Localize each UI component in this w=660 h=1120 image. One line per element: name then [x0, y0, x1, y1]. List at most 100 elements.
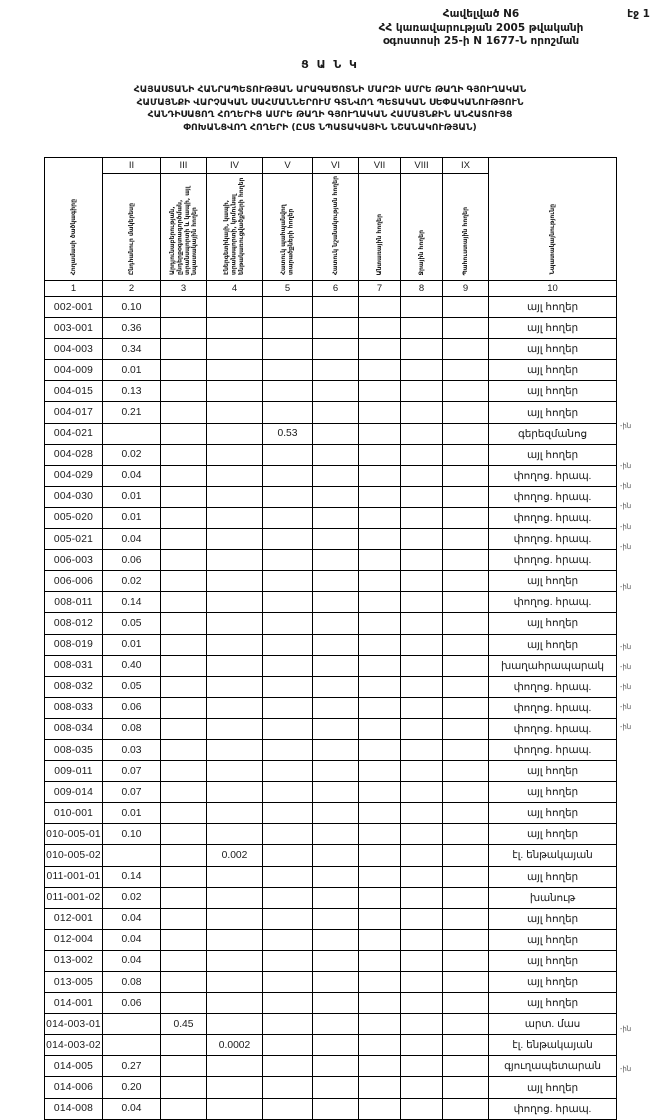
cell-total-area: 0.01 [102, 802, 161, 825]
margin-note [620, 739, 660, 759]
cell-industry [160, 612, 207, 635]
cell-parcel-code: 005-020 [44, 506, 103, 530]
cell-protected [262, 570, 313, 593]
cell-industry [160, 359, 207, 382]
cell-protected [262, 802, 313, 825]
cell-water [400, 591, 443, 614]
cell-parcel-code: 011-001-01 [44, 865, 103, 888]
cell-purpose: փողոց. հրապ. [488, 696, 617, 719]
cell-industry [160, 1055, 207, 1078]
cell-forest [358, 612, 401, 635]
margin-note [620, 980, 660, 1000]
margin-note [620, 879, 660, 899]
cell-purpose: փողոց. հրապ. [488, 591, 617, 614]
cell-purpose: այլ հողեր [488, 823, 617, 846]
cell-purpose: այլ հողեր [488, 401, 617, 424]
header-line-2: ՀՀ կառավարության 2005 թվականի [378, 21, 584, 34]
table-body: 002-001 0.10 այլ հողեր 003-001 0.36 այլ հողեր… [44, 295, 617, 1120]
table-row: 014-006 0.20 այլ հողեր [44, 1076, 617, 1099]
margin-note: -ին [620, 704, 632, 712]
table-row: 011-001-01 0.14 այլ հողեր [44, 865, 617, 888]
cell-total-area: 0.04 [102, 528, 161, 551]
margin-note [620, 1000, 660, 1020]
cell-water [400, 317, 443, 340]
cell-purpose: այլ հողեր [488, 970, 617, 994]
cell-energy [206, 675, 263, 698]
cell-energy [206, 633, 263, 656]
cell-forest [358, 1097, 401, 1120]
cell-purpose: փողոց. հրապ. [488, 1097, 617, 1120]
cell-reserve [442, 717, 489, 740]
cell-protected [262, 443, 313, 466]
cell-special [312, 485, 359, 508]
numhdr-3: 3 [160, 280, 207, 297]
cell-special [312, 591, 359, 614]
cell-energy [206, 464, 263, 487]
cell-energy [206, 549, 263, 572]
table-row: 004-021 0.53 գերեզմանոց [44, 422, 617, 445]
margin-note [620, 297, 660, 317]
cell-protected [262, 338, 313, 361]
cell-reserve [442, 422, 489, 445]
cell-protected [262, 928, 313, 951]
header-label-energy: Էներգետիկայի, կապի, տրանսպորտի, կոմունալ… [223, 177, 246, 275]
margin-note [620, 799, 660, 819]
margin-note [620, 940, 660, 960]
cell-special [312, 317, 359, 340]
cell-protected [262, 844, 313, 867]
cell-forest [358, 591, 401, 614]
cell-reserve [442, 506, 489, 530]
cell-total-area: 0.03 [102, 738, 161, 762]
cell-special [312, 380, 359, 403]
cell-protected [262, 949, 313, 973]
cell-energy [206, 738, 263, 762]
roman-numeral-header-row: II III IV V VI VII VIII IX [44, 157, 617, 174]
cell-special [312, 506, 359, 530]
cell-parcel-code: 014-006 [44, 1076, 103, 1099]
cell-reserve [442, 844, 489, 867]
cell-protected [262, 464, 313, 487]
cell-forest [358, 295, 401, 319]
cell-purpose: փողոց. հրապ. [488, 528, 617, 551]
cell-special [312, 823, 359, 846]
cell-forest [358, 760, 401, 783]
cell-forest [358, 359, 401, 382]
cell-special [312, 401, 359, 424]
cell-total-area: 0.04 [102, 464, 161, 487]
table-row: 003-001 0.36 այլ հողեր [44, 317, 617, 340]
margin-note [620, 779, 660, 799]
cell-total-area: 0.05 [102, 675, 161, 698]
land-registry-table-wrapper: II III IV V VI VII VIII IX Հողամասի ծածկ… [44, 157, 617, 1120]
margin-note: -ին [620, 664, 632, 672]
cell-industry [160, 1076, 207, 1099]
header-cell-water: Ջրային հողեր [400, 173, 443, 281]
header-label-forest: Անտառային հողեր [375, 213, 383, 275]
cell-energy [206, 654, 263, 677]
document-title: Ց Ա Ն Կ [301, 58, 359, 71]
cell-parcel-code: 008-033 [44, 696, 103, 719]
cell-purpose: այլ հողեր [488, 928, 617, 951]
cell-parcel-code: 012-001 [44, 907, 103, 930]
cell-total-area: 0.06 [102, 992, 161, 1015]
cell-total-area: 0.01 [102, 506, 161, 530]
cell-purpose: էլ. ենթակայան [488, 1034, 617, 1057]
cell-water [400, 612, 443, 635]
cell-protected [262, 654, 313, 677]
cell-water [400, 738, 443, 762]
cell-forest [358, 338, 401, 361]
cell-forest [358, 506, 401, 530]
cell-purpose: այլ հողեր [488, 1076, 617, 1099]
cell-industry [160, 633, 207, 656]
cell-purpose: արտ. մաս [488, 1013, 617, 1036]
cell-energy [206, 422, 263, 445]
cell-industry [160, 506, 207, 530]
cell-industry [160, 696, 207, 719]
cell-forest [358, 422, 401, 445]
cell-parcel-code: 014-003-01 [44, 1013, 103, 1036]
table-row: 008-019 0.01 այլ հողեր [44, 633, 617, 656]
header-label-purpose: Նպատակայնությունը [548, 204, 556, 275]
numhdr-8: 8 [400, 280, 443, 297]
cell-reserve [442, 380, 489, 403]
cell-total-area: 0.08 [102, 970, 161, 994]
table-row: 008-034 0.08 փողոց. հրապ. [44, 717, 617, 740]
